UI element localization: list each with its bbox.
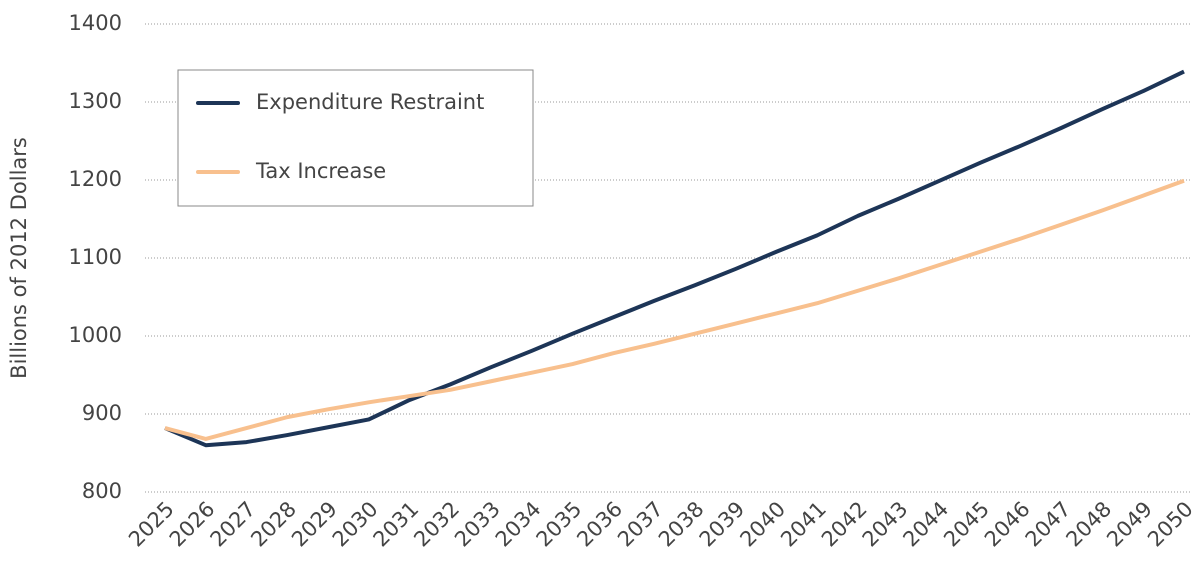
y-tick-label: 1000 <box>69 323 122 347</box>
x-tick-label: 2050 <box>1143 497 1192 552</box>
x-tick-label: 2034 <box>491 497 546 552</box>
x-tick-label: 2030 <box>328 497 383 552</box>
x-tick-label: 2040 <box>735 497 790 552</box>
x-tick-label: 2043 <box>858 497 913 552</box>
x-tick-label: 2042 <box>817 497 872 552</box>
legend-label: Expenditure Restraint <box>256 90 484 114</box>
x-tick-label: 2033 <box>450 497 505 552</box>
x-tick-label: 2036 <box>572 497 627 552</box>
x-tick-label: 2049 <box>1102 497 1157 552</box>
x-tick-label: 2032 <box>409 497 464 552</box>
legend <box>177 69 534 207</box>
y-tick-label: 1300 <box>69 89 122 113</box>
x-tick-label: 2026 <box>165 497 220 552</box>
x-tick-label: 2047 <box>1021 497 1076 552</box>
x-tick-label: 2037 <box>613 497 668 552</box>
x-tick-label: 2035 <box>532 497 587 552</box>
x-tick-label: 2044 <box>898 497 953 552</box>
x-tick-label: 2041 <box>776 497 831 552</box>
series-line <box>164 69 1185 448</box>
x-tick-label: 2031 <box>369 497 424 552</box>
series-line <box>164 178 1185 441</box>
legend-label: Tax Increase <box>255 159 386 183</box>
x-tick-label: 2045 <box>939 497 994 552</box>
x-tick-label: 2048 <box>1061 497 1116 552</box>
x-tick-label: 2038 <box>654 497 709 552</box>
y-tick-label: 1400 <box>69 11 122 35</box>
y-axis-label: Billions of 2012 Dollars <box>7 137 31 379</box>
x-tick-label: 2025 <box>124 497 179 552</box>
y-tick-label: 1200 <box>69 167 122 191</box>
y-tick-label: 900 <box>82 401 122 425</box>
y-tick-label: 800 <box>82 479 122 503</box>
y-tick-label: 1100 <box>69 245 122 269</box>
x-tick-label: 2027 <box>206 497 261 552</box>
x-tick-label: 2039 <box>695 497 750 552</box>
x-tick-label: 2028 <box>246 497 301 552</box>
x-tick-label: 2029 <box>287 497 342 552</box>
x-tick-label: 2046 <box>980 497 1035 552</box>
